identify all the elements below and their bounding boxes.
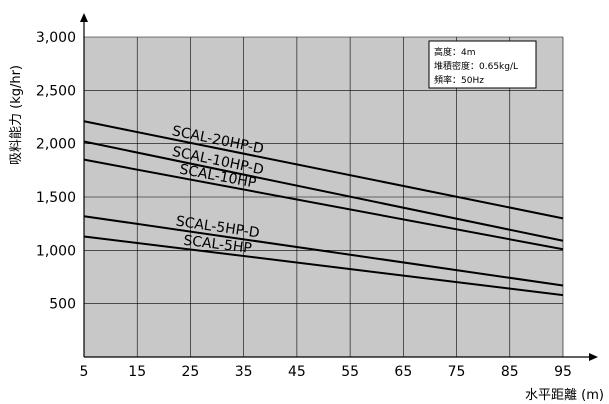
- x-axis-title: 水平距離 (m): [525, 388, 604, 403]
- series-line: [83, 158, 564, 251]
- x-tick-label: 25: [182, 364, 200, 380]
- x-tick-label: 5: [80, 364, 89, 380]
- x-tick-label: 35: [235, 364, 253, 380]
- x-tick-label: 45: [288, 364, 306, 380]
- y-tick-labels: 500 1,000 1,500 2,000 2,500 3,000: [36, 30, 76, 313]
- series-line: [83, 120, 564, 220]
- x-tick-labels: 5 15 25 35 45 55 65 75 85 95: [80, 364, 572, 380]
- condition-note-box: 高度：4m 堆積密度：0.65kg/L 頻率：50Hz: [428, 40, 537, 89]
- note-bulk-density: 堆積密度：0.65kg/L: [434, 60, 518, 72]
- series-lines: [83, 120, 564, 297]
- x-tick-label: 75: [448, 364, 466, 380]
- series-line: [83, 215, 564, 287]
- y-tick-label: 2,000: [36, 137, 76, 153]
- y-tick-label: 1,000: [36, 243, 76, 259]
- series-labels: SCAL-20HP-DSCAL-10HP-DSCAL-10HPSCAL-5HP-…: [171, 123, 265, 257]
- note-frequency: 頻率：50Hz: [434, 74, 484, 86]
- x-tick-label: 15: [128, 364, 146, 380]
- x-tick-label: 65: [394, 364, 412, 380]
- y-tick-label: 1,500: [36, 190, 76, 206]
- y-tick-label: 3,000: [36, 30, 76, 46]
- x-tick-label: 95: [554, 364, 572, 380]
- y-tick-label: 500: [49, 297, 76, 313]
- x-tick-label: 85: [501, 364, 519, 380]
- note-height: 高度：4m: [434, 46, 476, 58]
- y-tick-label: 2,500: [36, 83, 76, 99]
- y-axis-arrow: [80, 13, 88, 22]
- x-axis-arrow: [589, 353, 598, 361]
- x-tick-label: 55: [341, 364, 359, 380]
- y-axis-title: 吸料能力 (kg/hr): [9, 65, 24, 165]
- series-line: [83, 235, 564, 297]
- series-line: [83, 140, 564, 242]
